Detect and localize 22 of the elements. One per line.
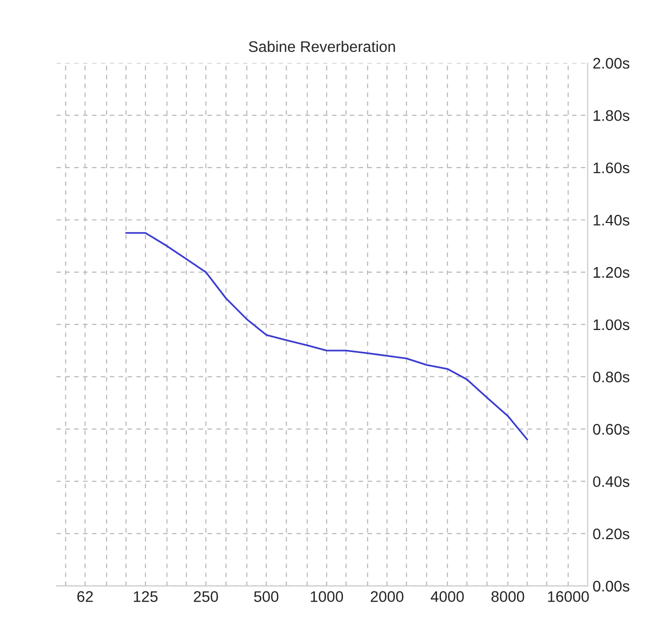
y-tick-label: 0.20s <box>593 528 630 540</box>
x-tick-label: 4000 <box>430 591 464 602</box>
chart-title: Sabine Reverberation <box>248 40 395 52</box>
x-tick-label: 500 <box>254 591 278 602</box>
x-tick-label: 1000 <box>310 591 344 602</box>
line-series <box>125 232 528 440</box>
y-tick-label: 1.60s <box>594 162 630 174</box>
y-tick-label: 0.60s <box>593 424 630 435</box>
x-tick-label: 250 <box>194 591 218 602</box>
x-tick-label: 62 <box>77 591 93 602</box>
y-tick-label: 0.40s <box>593 476 630 488</box>
y-tick-label: 2.00s <box>593 58 630 69</box>
y-tick-label: 1.40s <box>594 214 630 226</box>
x-tick-label: 8000 <box>491 591 524 602</box>
y-tick-label: 1.80s <box>594 110 630 121</box>
x-tick-label: 16000 <box>548 591 589 602</box>
y-tick-label: 1.20s <box>594 267 630 278</box>
y-tick-label: 1.00s <box>594 319 630 330</box>
y-tick-label: 0.00s <box>593 580 630 592</box>
x-tick-label: 125 <box>134 591 158 602</box>
x-tick-label: 2000 <box>370 591 404 602</box>
y-tick-label: 0.80s <box>593 372 630 382</box>
